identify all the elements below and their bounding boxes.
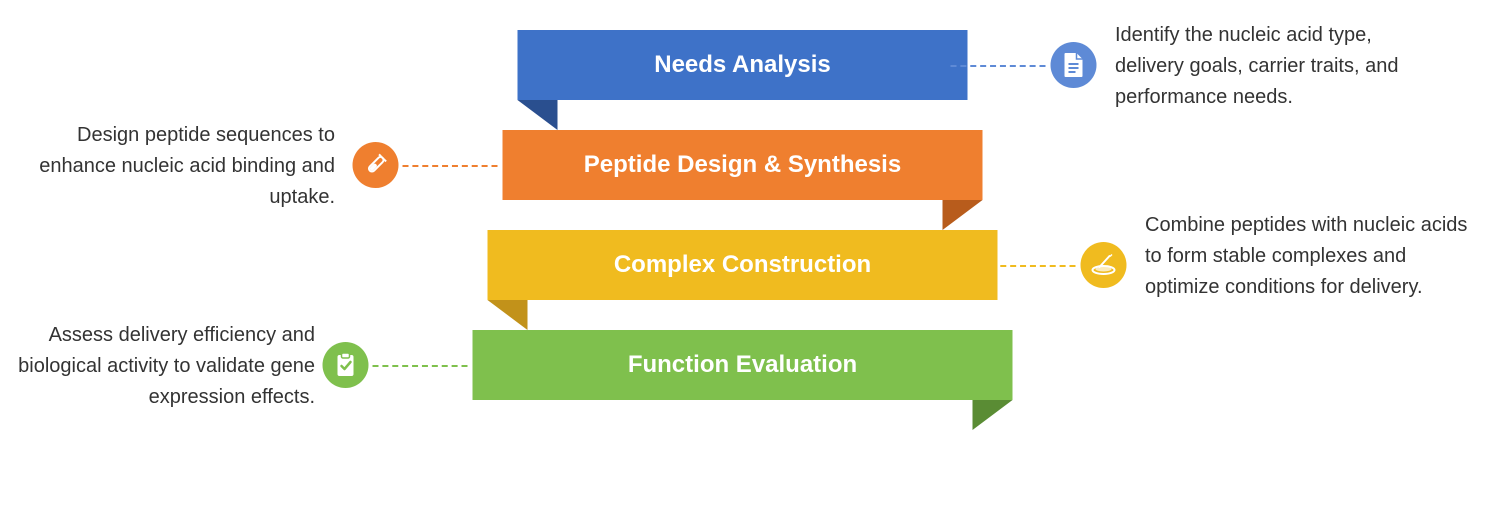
connector-needs-analysis [950,65,1045,67]
banner-title: Needs Analysis [654,51,831,79]
banner-fold-complex-construction [488,300,528,330]
desc-function-evaluation: Assess delivery efficiency and biologica… [0,320,315,413]
testtube-icon [352,142,398,188]
connector-complex-construction [980,265,1075,267]
clipboard-icon [322,342,368,388]
banner-fold-needs-analysis [518,100,558,130]
banner-title: Peptide Design & Synthesis [584,151,901,179]
banner-fold-function-evaluation [973,400,1013,430]
banner-peptide-design: Peptide Design & Synthesis [503,130,983,200]
banner-needs-analysis: Needs Analysis [518,30,968,100]
banner-title: Complex Construction [614,251,871,279]
connector-peptide-design [402,165,497,167]
document-icon [1050,42,1096,88]
connector-function-evaluation [372,365,467,367]
desc-needs-analysis: Identify the nucleic acid type, delivery… [1115,20,1445,113]
infographic-stage: Needs Analysis Identify the nucleic acid… [0,0,1485,520]
banner-title: Function Evaluation [628,351,857,379]
desc-complex-construction: Combine peptides with nucleic acids to f… [1145,210,1475,303]
banner-complex-construction: Complex Construction [488,230,998,300]
banner-fold-peptide-design [943,200,983,230]
dish-icon [1080,242,1126,288]
banner-function-evaluation: Function Evaluation [473,330,1013,400]
desc-peptide-design: Design peptide sequences to enhance nucl… [5,120,335,213]
